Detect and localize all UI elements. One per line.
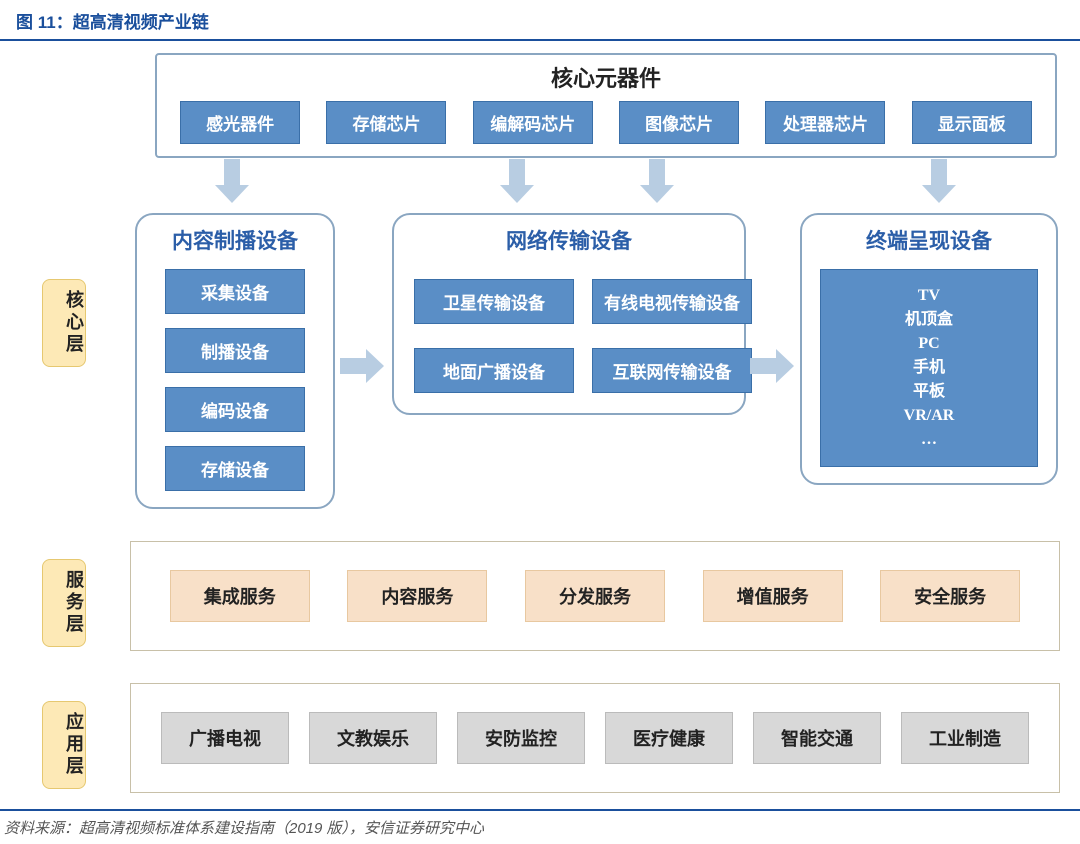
content-item: 采集设备 (165, 269, 305, 314)
network-item: 有线电视传输设备 (592, 279, 752, 324)
chip: 图像芯片 (619, 101, 739, 144)
group-terminal-title: 终端呈现设备 (802, 215, 1056, 265)
arrow-down-icon (215, 159, 249, 205)
terminal-item: 平板 (821, 380, 1037, 404)
layer-label-application: 应用层 (42, 701, 86, 789)
arrow-right-icon (340, 349, 386, 383)
network-item: 地面广播设备 (414, 348, 574, 393)
diagram: 核心元器件 感光器件 存储芯片 编解码芯片 图像芯片 处理器芯片 显示面板 核心… (0, 41, 1080, 811)
content-item: 存储设备 (165, 446, 305, 491)
content-item: 制播设备 (165, 328, 305, 373)
group-network-title: 网络传输设备 (394, 215, 744, 265)
figure-title: 图 11：超高清视频产业链 (0, 0, 1080, 41)
terminal-list: TV 机顶盒 PC 手机 平板 VR/AR … (820, 269, 1038, 467)
terminal-item: 机顶盒 (821, 308, 1037, 332)
arrow-down-icon (640, 159, 674, 205)
application-row: 广播电视 文教娱乐 安防监控 医疗健康 智能交通 工业制造 (130, 683, 1060, 793)
core-components-row: 感光器件 存储芯片 编解码芯片 图像芯片 处理器芯片 显示面板 (157, 101, 1055, 156)
chip: 显示面板 (912, 101, 1032, 144)
arrow-right-icon (750, 349, 796, 383)
arrow-down-icon (922, 159, 956, 205)
arrow-down-icon (500, 159, 534, 205)
service-item: 分发服务 (525, 570, 665, 622)
application-item: 安防监控 (457, 712, 585, 764)
application-item: 广播电视 (161, 712, 289, 764)
terminal-item: VR/AR (821, 404, 1037, 428)
group-content: 内容制播设备 采集设备 制播设备 编码设备 存储设备 (135, 213, 335, 509)
group-terminal: 终端呈现设备 TV 机顶盒 PC 手机 平板 VR/AR … (800, 213, 1058, 485)
service-item: 集成服务 (170, 570, 310, 622)
application-item: 智能交通 (753, 712, 881, 764)
group-content-title: 内容制播设备 (137, 215, 333, 265)
application-item: 文教娱乐 (309, 712, 437, 764)
service-item: 安全服务 (880, 570, 1020, 622)
source-line: 资料来源：超高清视频标准体系建设指南（2019 版），安信证券研究中心 (0, 811, 1080, 844)
service-item: 增值服务 (703, 570, 843, 622)
layer-label-service: 服务层 (42, 559, 86, 647)
group-network: 网络传输设备 卫星传输设备 有线电视传输设备 地面广播设备 互联网传输设备 (392, 213, 746, 415)
terminal-item: … (821, 428, 1037, 452)
service-item: 内容服务 (347, 570, 487, 622)
application-item: 医疗健康 (605, 712, 733, 764)
layer-label-core: 核心层 (42, 279, 86, 367)
content-item: 编码设备 (165, 387, 305, 432)
chip: 感光器件 (180, 101, 300, 144)
core-components-title: 核心元器件 (157, 55, 1055, 101)
chip: 处理器芯片 (765, 101, 885, 144)
chip: 编解码芯片 (473, 101, 593, 144)
terminal-item: TV (821, 284, 1037, 308)
service-row: 集成服务 内容服务 分发服务 增值服务 安全服务 (130, 541, 1060, 651)
terminal-item: PC (821, 332, 1037, 356)
network-item: 互联网传输设备 (592, 348, 752, 393)
chip: 存储芯片 (326, 101, 446, 144)
application-item: 工业制造 (901, 712, 1029, 764)
network-item: 卫星传输设备 (414, 279, 574, 324)
terminal-item: 手机 (821, 356, 1037, 380)
core-components-box: 核心元器件 感光器件 存储芯片 编解码芯片 图像芯片 处理器芯片 显示面板 (155, 53, 1057, 158)
